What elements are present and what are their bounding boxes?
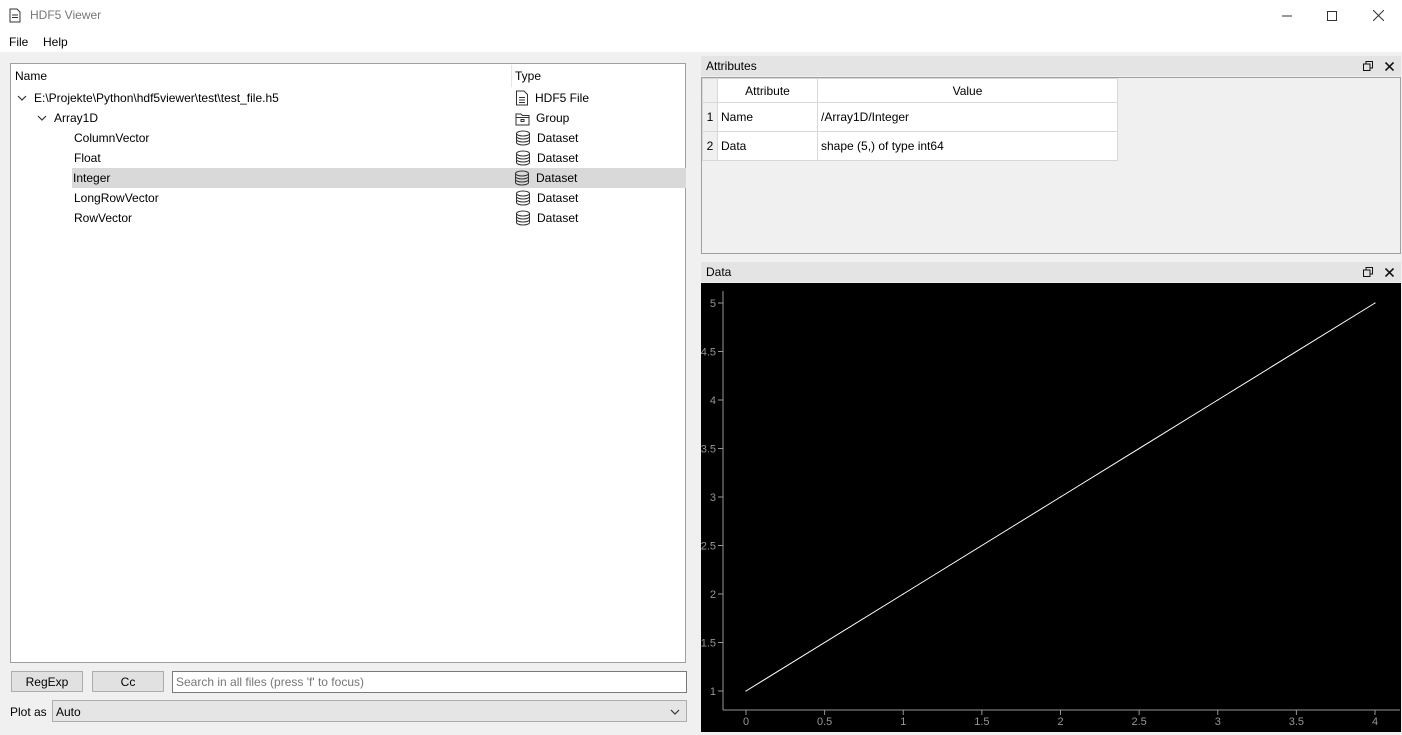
y-tick-label: 4 bbox=[710, 395, 716, 407]
plot-as-value: Auto bbox=[56, 705, 81, 719]
tree-item-label: Float bbox=[74, 151, 101, 165]
x-tick-label: 4 bbox=[1372, 716, 1378, 728]
tree-item-type: Dataset bbox=[537, 131, 579, 145]
tree-item-label: LongRowVector bbox=[74, 191, 159, 205]
tree-item-label: RowVector bbox=[74, 211, 133, 225]
menu-file[interactable]: File bbox=[9, 35, 29, 49]
close-dock-icon[interactable] bbox=[1382, 265, 1396, 279]
database-icon bbox=[516, 130, 530, 146]
folder-icon bbox=[515, 113, 530, 125]
y-tick-label: 2 bbox=[710, 589, 716, 601]
menu-help[interactable]: Help bbox=[43, 35, 68, 49]
tree-item-type: Dataset bbox=[537, 151, 579, 165]
attribute-name-cell[interactable]: Name bbox=[717, 102, 818, 132]
tree-row-file[interactable]: E:\Projekte\Python\hdf5viewer\test\test_… bbox=[12, 88, 686, 108]
y-tick-label: 2.5 bbox=[701, 541, 716, 553]
minimize-icon bbox=[1282, 15, 1292, 16]
title-bar bbox=[0, 0, 1402, 31]
tree-item-type: Group bbox=[536, 111, 570, 125]
data-point bbox=[1217, 399, 1219, 401]
attribute-value-cell[interactable]: shape (5,) of type int64 bbox=[817, 131, 1118, 161]
attribute-name-cell[interactable]: Data bbox=[717, 131, 818, 161]
maximize-button[interactable] bbox=[1309, 0, 1355, 31]
line-chart: 1 1.5 2 2.5 3 3.5 4 4.5 5 0 0.5 1 1.5 2 2.5 3 3.5 4 bbox=[701, 291, 1400, 728]
column-header-type-label: Type bbox=[515, 69, 542, 83]
column-header-type[interactable]: Type bbox=[512, 65, 685, 87]
column-header-name[interactable]: Name bbox=[11, 65, 512, 87]
database-icon bbox=[516, 190, 530, 206]
file-tree[interactable]: Name Type E:\Projekte\Python\hdf5viewer\… bbox=[10, 63, 686, 663]
close-icon bbox=[1372, 10, 1384, 21]
tree-item-type: Dataset bbox=[537, 211, 579, 225]
row-header[interactable]: 2 bbox=[702, 131, 718, 161]
data-plot[interactable]: 1 1.5 2 2.5 3 3.5 4 4.5 5 0 0.5 1 1.5 2 2.5 3 3.5 4 bbox=[701, 283, 1401, 732]
window-title: HDF5 Viewer bbox=[30, 8, 102, 22]
tree-item-type: Dataset bbox=[536, 171, 578, 185]
tree-row-group[interactable]: Array1D Group bbox=[12, 108, 686, 128]
chevron-down-icon[interactable] bbox=[37, 113, 47, 123]
data-point bbox=[745, 690, 747, 692]
x-tick-label: 2 bbox=[1057, 716, 1063, 728]
data-dock-label: Data bbox=[706, 265, 732, 279]
database-icon bbox=[515, 170, 529, 186]
x-tick-label: 0 bbox=[743, 716, 749, 728]
tree-row-dataset[interactable]: Float Dataset bbox=[12, 148, 686, 168]
file-icon bbox=[516, 90, 528, 106]
attribute-value-cell[interactable]: /Array1D/Integer bbox=[817, 102, 1118, 132]
y-tick-label: 3 bbox=[710, 492, 716, 504]
x-tick-label: 1 bbox=[900, 716, 906, 728]
x-tick-label: 0.5 bbox=[817, 716, 832, 728]
close-dock-icon[interactable] bbox=[1382, 59, 1396, 73]
document-icon bbox=[9, 8, 21, 23]
x-tick-label: 3.5 bbox=[1289, 716, 1304, 728]
corner-header bbox=[702, 78, 718, 103]
row-header[interactable]: 1 bbox=[702, 102, 718, 132]
close-button[interactable] bbox=[1355, 0, 1401, 31]
data-dock-title[interactable]: Data bbox=[701, 262, 1401, 282]
data-point bbox=[902, 593, 904, 595]
tree-row-dataset[interactable]: LongRowVector Dataset bbox=[12, 188, 686, 208]
database-icon bbox=[516, 150, 530, 166]
x-tick-label: 3 bbox=[1215, 716, 1221, 728]
regexp-toggle-button[interactable]: RegExp bbox=[11, 671, 83, 692]
y-tick-label: 5 bbox=[710, 298, 716, 310]
tree-row-dataset[interactable]: RowVector Dataset bbox=[12, 208, 686, 228]
chevron-down-icon bbox=[670, 709, 680, 715]
tree-row-dataset[interactable]: ColumnVector Dataset bbox=[12, 128, 686, 148]
attributes-table: Attribute Value 1 Name /Array1D/Integer … bbox=[702, 78, 1118, 161]
attributes-dock-title[interactable]: Attributes bbox=[701, 56, 1401, 76]
y-tick-label: 3.5 bbox=[701, 444, 716, 456]
y-tick-label: 4.5 bbox=[701, 347, 716, 359]
float-dock-icon[interactable] bbox=[1361, 59, 1375, 73]
column-header-value[interactable]: Value bbox=[817, 78, 1118, 103]
tree-row-dataset-selected[interactable]: Integer Dataset bbox=[72, 168, 686, 188]
menu-bar bbox=[0, 31, 1402, 52]
attributes-table-area: Attribute Value 1 Name /Array1D/Integer … bbox=[701, 77, 1401, 254]
column-header-attribute[interactable]: Attribute bbox=[717, 78, 818, 103]
data-point bbox=[1059, 496, 1062, 498]
case-sensitive-toggle-button[interactable]: Cc bbox=[92, 671, 164, 692]
x-tick-label: 1.5 bbox=[974, 716, 989, 728]
tree-item-type: HDF5 File bbox=[535, 91, 590, 105]
search-input[interactable] bbox=[172, 671, 687, 693]
tree-item-label: Array1D bbox=[54, 111, 99, 125]
tree-item-label: Integer bbox=[73, 171, 111, 185]
database-icon bbox=[516, 210, 530, 226]
plot-as-select[interactable]: Auto bbox=[52, 700, 687, 722]
tree-item-type: Dataset bbox=[537, 191, 579, 205]
tree-item-label: E:\Projekte\Python\hdf5viewer\test\test_… bbox=[34, 91, 279, 105]
tree-item-label: ColumnVector bbox=[74, 131, 150, 145]
chevron-down-icon[interactable] bbox=[17, 93, 27, 103]
y-tick-label: 1.5 bbox=[701, 638, 716, 650]
plot-as-label: Plot as bbox=[10, 705, 47, 719]
column-header-name-label: Name bbox=[15, 69, 48, 83]
attributes-dock-label: Attributes bbox=[706, 59, 757, 73]
float-dock-icon[interactable] bbox=[1361, 265, 1375, 279]
x-tick-label: 2.5 bbox=[1131, 716, 1146, 728]
minimize-button[interactable] bbox=[1264, 0, 1310, 31]
data-point bbox=[1374, 302, 1376, 304]
maximize-icon bbox=[1327, 10, 1337, 21]
y-tick-label: 1 bbox=[710, 686, 716, 698]
